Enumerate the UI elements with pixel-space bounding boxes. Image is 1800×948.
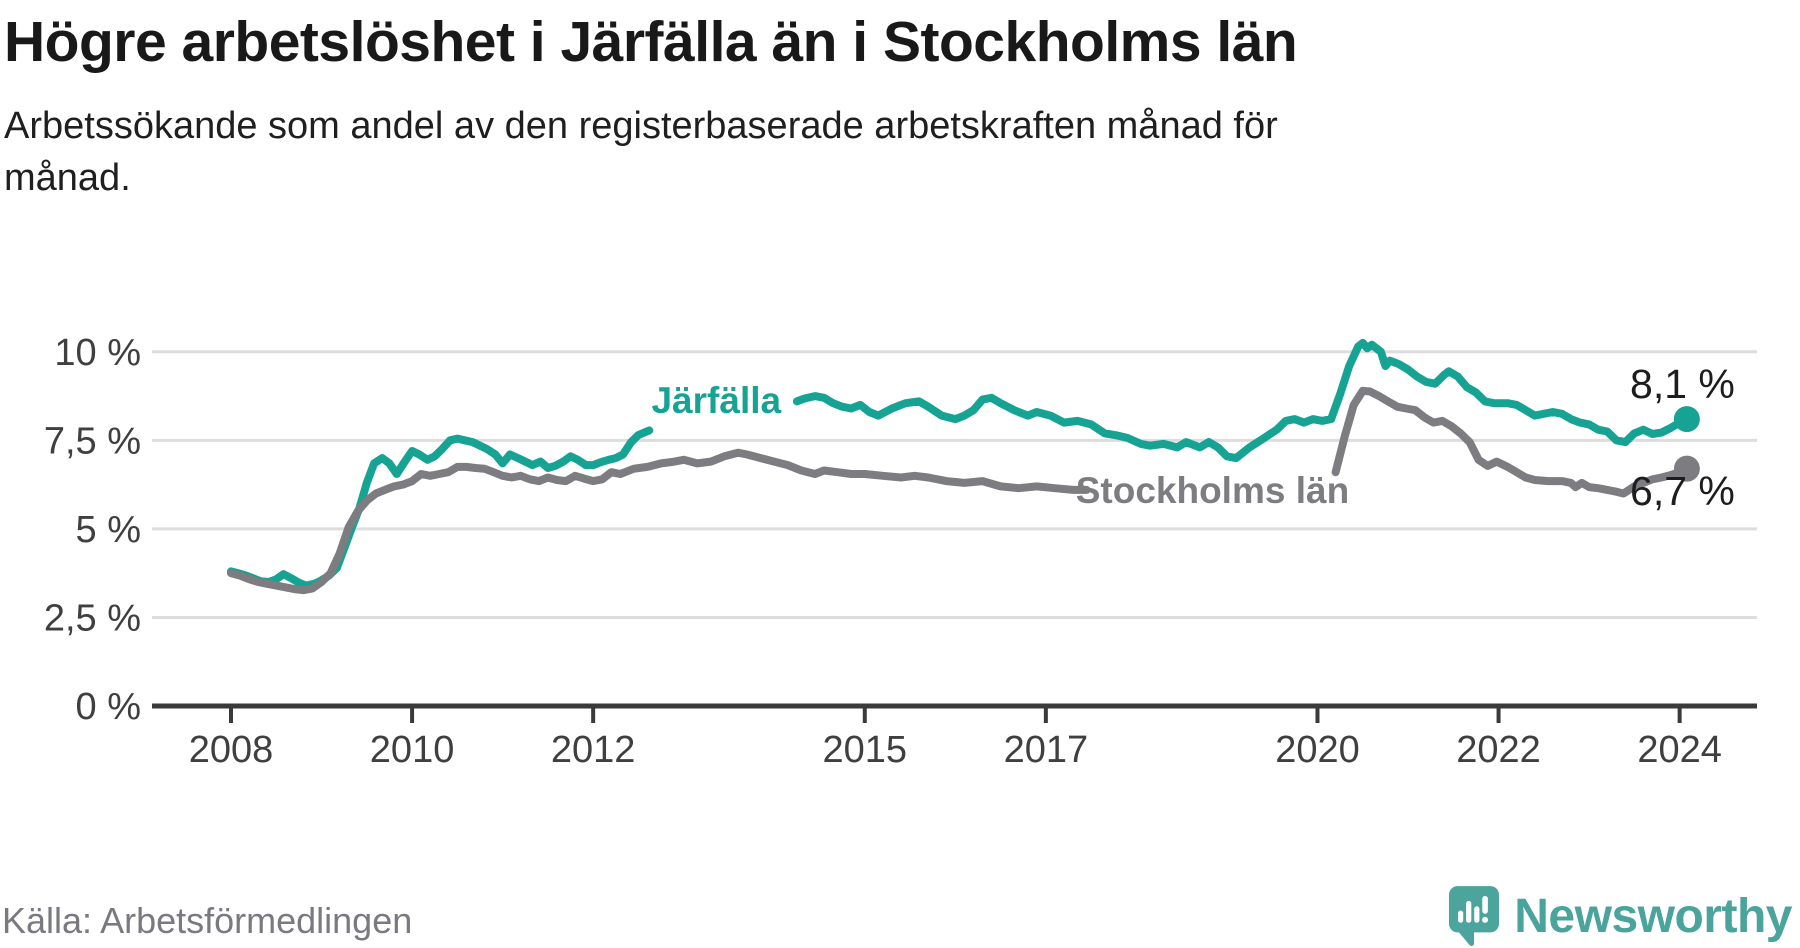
newsworthy-logo-text: Newsworthy	[1514, 889, 1792, 943]
y-tick-label-5: 5 %	[76, 509, 141, 551]
chart-subtitle-line-1: Arbetssökande som andel av den registerb…	[4, 105, 1278, 147]
x-tick-label-2022: 2022	[1456, 729, 1541, 771]
y-tick-label-2.5: 2,5 %	[44, 597, 141, 639]
series-label-0: Järfälla	[651, 380, 781, 421]
y-tick-label-10: 10 %	[54, 332, 141, 374]
source-note: Källa: Arbetsförmedlingen	[2, 900, 413, 941]
x-tick-label-2024: 2024	[1637, 729, 1722, 771]
chart-subtitle: Arbetssökande som andel av den registerb…	[4, 100, 1504, 205]
series-line-0-segment-1	[792, 338, 1691, 463]
x-tick-label-2010: 2010	[370, 729, 455, 771]
series-line-0-segment-0	[227, 426, 654, 590]
x-tick-label-2015: 2015	[823, 729, 908, 771]
newsworthy-logo-icon	[1449, 886, 1500, 946]
series-label-1: Stockholms län	[1076, 470, 1349, 511]
series-end-dot-1	[1673, 455, 1700, 482]
series-end-value-0: 8,1 %	[1630, 361, 1735, 407]
x-tick-label-2020: 2020	[1275, 729, 1360, 771]
y-tick-label-7.5: 7,5 %	[44, 420, 141, 462]
x-tick-label-2012: 2012	[551, 729, 636, 771]
series-line-1-segment-1	[1331, 386, 1691, 498]
series-line-1-segment-0	[227, 448, 1091, 595]
x-tick-label-2008: 2008	[189, 729, 274, 771]
newsworthy-logo: Newsworthy	[1448, 884, 1792, 948]
chart-subtitle-line-2: månad.	[4, 157, 131, 200]
page-title: Högre arbetslöshet i Järfälla än i Stock…	[4, 10, 1298, 74]
y-tick-label-0: 0 %	[76, 686, 141, 728]
series-end-dot-0	[1673, 406, 1700, 433]
x-tick-label-2017: 2017	[1004, 729, 1089, 771]
logo-bar-chart-glyph	[1458, 895, 1489, 923]
series-end-value-1: 6,7 %	[1630, 468, 1735, 514]
